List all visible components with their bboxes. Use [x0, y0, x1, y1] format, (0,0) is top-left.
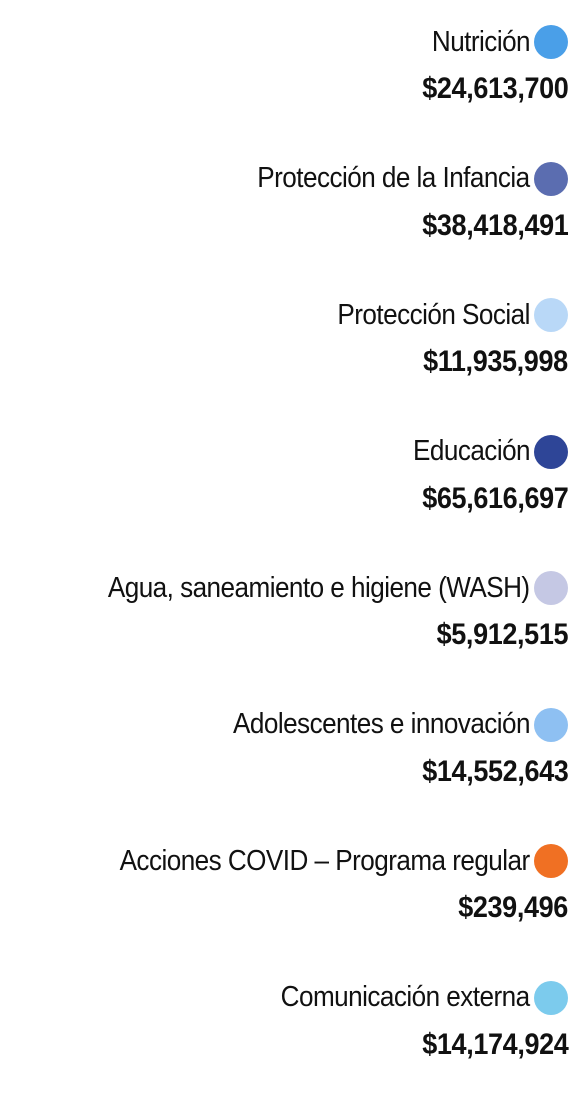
color-dot	[534, 707, 568, 742]
item-label: Protección Social	[337, 298, 531, 331]
legend-item: Comunicación externa $14,174,924	[0, 956, 575, 1092]
legend-item: Educación $65,616,697	[0, 410, 575, 546]
legend-item: Adolescentes e innovación $14,552,643	[0, 683, 575, 819]
legend-item: Agua, saneamiento e higiene (WASH) $5,912…	[0, 546, 575, 682]
item-amount: $65,616,697	[421, 481, 569, 515]
item-amount: $38,418,491	[421, 208, 569, 242]
color-dot	[534, 434, 568, 469]
legend-row: Educación	[400, 432, 568, 472]
legend-row: Comunicación externa	[253, 978, 568, 1018]
item-label: Comunicación externa	[281, 981, 530, 1013]
legend-row: Nutrición	[421, 22, 568, 62]
item-amount: $239,496	[458, 891, 568, 924]
legend-row: Protección de la Infancia	[227, 159, 568, 199]
item-label: Nutrición	[431, 25, 531, 58]
color-dot	[534, 298, 568, 332]
color-dot	[534, 25, 568, 59]
color-dot	[534, 980, 568, 1015]
legend-item: Acciones COVID – Programa regular $239,49…	[0, 819, 575, 955]
color-dot	[534, 571, 568, 605]
item-amount: $14,552,643	[421, 754, 569, 788]
legend-row: Acciones COVID – Programa regular	[74, 841, 568, 881]
item-label: Protección de la Infancia	[257, 162, 531, 194]
legend-item: Nutrición $24,613,700	[0, 0, 575, 136]
color-dot	[534, 161, 568, 196]
item-label: Adolescentes e innovación	[232, 708, 531, 740]
legend-row: Adolescentes e innovación	[200, 705, 568, 745]
legend-item: Protección de la Infancia $38,418,491	[0, 137, 575, 273]
color-dot	[534, 844, 568, 878]
legend-item: Protección Social $11,935,998	[0, 273, 575, 409]
item-amount: $5,912,515	[436, 618, 568, 651]
legend-row: Protección Social	[316, 295, 568, 335]
item-label: Acciones COVID – Programa regular	[119, 844, 531, 877]
item-label: Educación	[412, 435, 531, 467]
item-label: Agua, saneamiento e higiene (WASH)	[108, 571, 530, 604]
item-amount: $14,174,924	[421, 1027, 569, 1061]
item-amount: $11,935,998	[423, 345, 568, 378]
legend-row: Agua, saneamiento e higiene (WASH)	[61, 568, 568, 608]
item-amount: $24,613,700	[421, 72, 569, 105]
